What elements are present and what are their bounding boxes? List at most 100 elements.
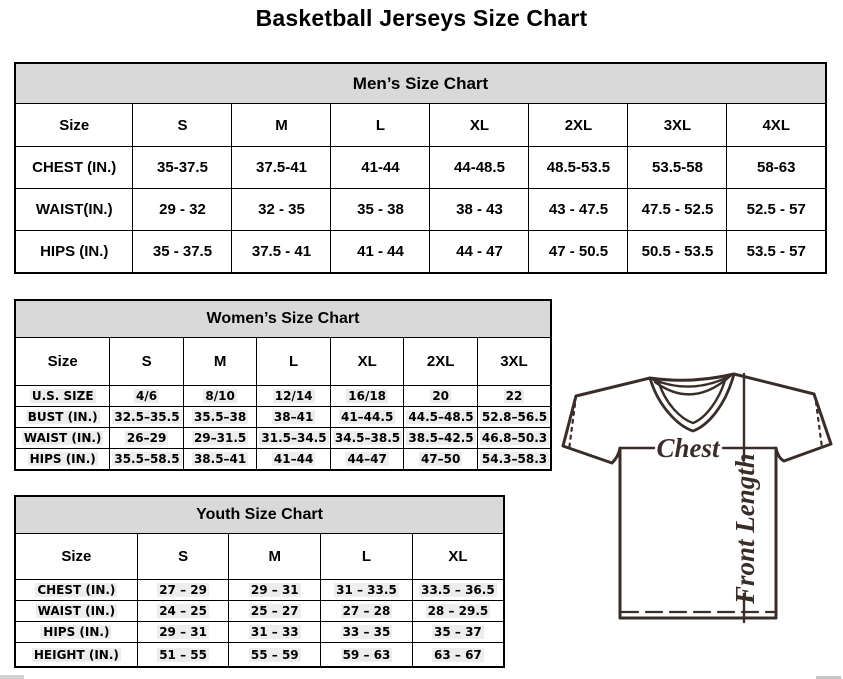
column-header: 2XL bbox=[528, 103, 629, 147]
row-label: HIPS (IN.) bbox=[14, 230, 134, 274]
womens-size-chart: Women’s Size Chart Size S M L XL 2XL 3XL U.S. SI… bbox=[14, 299, 552, 471]
size-value-cell: 27 – 29 bbox=[136, 579, 230, 601]
collar-back-arc-1 bbox=[650, 373, 734, 388]
size-value-cell: 35 - 38 bbox=[330, 188, 431, 231]
left-sleeve-dashed-line bbox=[567, 402, 577, 452]
size-value-cell: 50.5 - 53.5 bbox=[627, 230, 728, 274]
size-value-cell: 58-63 bbox=[726, 146, 827, 189]
size-value-cell: 44 - 47 bbox=[429, 230, 530, 274]
size-value-cell: 29–31.5 bbox=[182, 427, 258, 449]
table-row: HIPS (IN.) 29 – 31 31 – 33 33 – 35 35 – 37 bbox=[14, 621, 505, 643]
size-value-cell: 29 – 31 bbox=[228, 579, 322, 601]
row-label: U.S. SIZE bbox=[14, 385, 111, 407]
size-value-cell: 29 – 31 bbox=[136, 621, 230, 643]
column-header: M bbox=[231, 103, 332, 147]
vneck-inner bbox=[656, 375, 728, 425]
vneck-outer bbox=[648, 372, 736, 433]
size-value-cell: 22 bbox=[476, 385, 552, 407]
row-label: WAIST(IN.) bbox=[14, 188, 134, 231]
row-label: HEIGHT (IN.) bbox=[14, 642, 138, 668]
size-value-cell: 26–29 bbox=[109, 427, 184, 449]
size-value-cell: 47 - 50.5 bbox=[528, 230, 629, 274]
collar-back-arc-2 bbox=[653, 375, 731, 396]
page-title: Basketball Jerseys Size Chart bbox=[255, 5, 588, 31]
size-value-cell: 38.5–41 bbox=[182, 448, 258, 471]
size-value-cell: 59 – 63 bbox=[320, 642, 413, 668]
column-header: XL bbox=[329, 337, 405, 386]
table-row: WAIST (IN.) 24 – 25 25 – 27 27 – 28 28 – 29.… bbox=[14, 600, 505, 622]
size-value-cell: 29 - 32 bbox=[132, 188, 233, 231]
size-value-cell: 51 – 55 bbox=[136, 642, 230, 668]
size-value-cell: 41–44.5 bbox=[329, 406, 405, 428]
size-value-cell: 33.5 – 36.5 bbox=[411, 579, 505, 601]
size-value-cell: 35-37.5 bbox=[132, 146, 233, 189]
size-value-cell: 47–50 bbox=[403, 448, 478, 471]
table-row: WAIST(IN.) 29 - 32 32 - 35 35 - 38 38 - 43 43… bbox=[14, 188, 827, 231]
size-value-cell: 41-44 bbox=[330, 146, 431, 189]
size-value-cell: 48.5-53.5 bbox=[528, 146, 629, 189]
size-value-cell: 32.5–35.5 bbox=[109, 406, 184, 428]
mens-size-chart: Men’s Size Chart Size S M L XL 2XL 3XL 4XL CHEST … bbox=[14, 62, 827, 274]
size-value-cell: 4/6 bbox=[109, 385, 184, 407]
size-value-cell: 41–44 bbox=[256, 448, 331, 471]
size-value-cell: 46.8–50.3 bbox=[476, 427, 552, 449]
table-row: BUST (IN.) 32.5–35.5 35.5–38 38–41 41–44.5 44… bbox=[14, 406, 552, 428]
youth-size-chart: Youth Size Chart Size S M L XL CHEST (IN.) 27 –… bbox=[14, 495, 505, 668]
front-length-label: Front Length bbox=[730, 453, 760, 605]
size-value-cell: 47.5 - 52.5 bbox=[627, 188, 728, 231]
table-row: WAIST (IN.) 26–29 29–31.5 31.5–34.5 34.5–38.… bbox=[14, 427, 552, 449]
size-value-cell: 35 – 37 bbox=[411, 621, 505, 643]
size-value-cell: 52.5 - 57 bbox=[726, 188, 827, 231]
table-row: CHEST (IN.) 35-37.5 37.5-41 41-44 44-48.5 48.… bbox=[14, 146, 827, 189]
size-value-cell: 27 – 28 bbox=[320, 600, 413, 622]
men-size-table: Men’s Size Chart Size S M L XL 2XL 3XL 4XL CHEST … bbox=[14, 62, 827, 274]
youth-table-title: Youth Size Chart bbox=[14, 495, 505, 534]
column-header: S bbox=[109, 337, 184, 386]
row-label: CHEST (IN.) bbox=[14, 579, 138, 601]
row-label: HIPS (IN.) bbox=[14, 621, 138, 643]
size-value-cell: 34.5–38.5 bbox=[329, 427, 405, 449]
size-value-cell: 43 - 47.5 bbox=[528, 188, 629, 231]
column-header: 3XL bbox=[476, 337, 552, 386]
size-value-cell: 44–47 bbox=[329, 448, 405, 471]
column-header: L bbox=[320, 533, 413, 580]
column-header: Size bbox=[14, 337, 111, 386]
horizontal-scrollbar-fragment-left[interactable] bbox=[0, 675, 24, 679]
size-value-cell: 35.5–38 bbox=[182, 406, 258, 428]
women-table-title: Women’s Size Chart bbox=[14, 299, 552, 338]
right-sleeve-dashed-line bbox=[814, 400, 824, 450]
size-value-cell: 55 – 59 bbox=[228, 642, 322, 668]
table-row: HIPS (IN.) 35 - 37.5 37.5 - 41 41 - 44 44 - … bbox=[14, 230, 827, 274]
column-header: L bbox=[330, 103, 431, 147]
column-header: Size bbox=[14, 103, 134, 147]
size-value-cell: 53.5 - 57 bbox=[726, 230, 827, 274]
size-value-cell: 54.3–58.3 bbox=[476, 448, 552, 471]
column-header: XL bbox=[429, 103, 530, 147]
row-label: BUST (IN.) bbox=[14, 406, 111, 428]
size-value-cell: 31 – 33 bbox=[228, 621, 322, 643]
row-label: WAIST (IN.) bbox=[14, 427, 111, 449]
jersey-measurement-diagram: Chest Front Length bbox=[561, 372, 833, 624]
size-value-cell: 20 bbox=[403, 385, 478, 407]
size-value-cell: 53.5-58 bbox=[627, 146, 728, 189]
column-header: M bbox=[228, 533, 322, 580]
size-value-cell: 28 – 29.5 bbox=[411, 600, 505, 622]
table-row: CHEST (IN.) 27 – 29 29 – 31 31 – 33.5 33.5 –… bbox=[14, 579, 505, 601]
table-row: HEIGHT (IN.) 51 – 55 55 – 59 59 – 63 63 – 67 bbox=[14, 642, 505, 668]
size-value-cell: 52.8–56.5 bbox=[476, 406, 552, 428]
women-size-table: Women’s Size Chart Size S M L XL 2XL 3XL U.S. SI… bbox=[14, 299, 552, 471]
jersey-outline bbox=[561, 372, 833, 620]
size-value-cell: 44.5–48.5 bbox=[403, 406, 478, 428]
size-value-cell: 38.5–42.5 bbox=[403, 427, 478, 449]
size-value-cell: 38 - 43 bbox=[429, 188, 530, 231]
size-value-cell: 25 – 27 bbox=[228, 600, 322, 622]
size-value-cell: 35.5–58.5 bbox=[109, 448, 184, 471]
column-header: XL bbox=[411, 533, 505, 580]
column-header: L bbox=[256, 337, 331, 386]
size-value-cell: 44-48.5 bbox=[429, 146, 530, 189]
size-value-cell: 8/10 bbox=[182, 385, 258, 407]
horizontal-scrollbar-fragment-right[interactable] bbox=[816, 676, 841, 679]
column-header: 3XL bbox=[627, 103, 728, 147]
size-value-cell: 31 – 33.5 bbox=[320, 579, 413, 601]
column-header: 4XL bbox=[726, 103, 827, 147]
